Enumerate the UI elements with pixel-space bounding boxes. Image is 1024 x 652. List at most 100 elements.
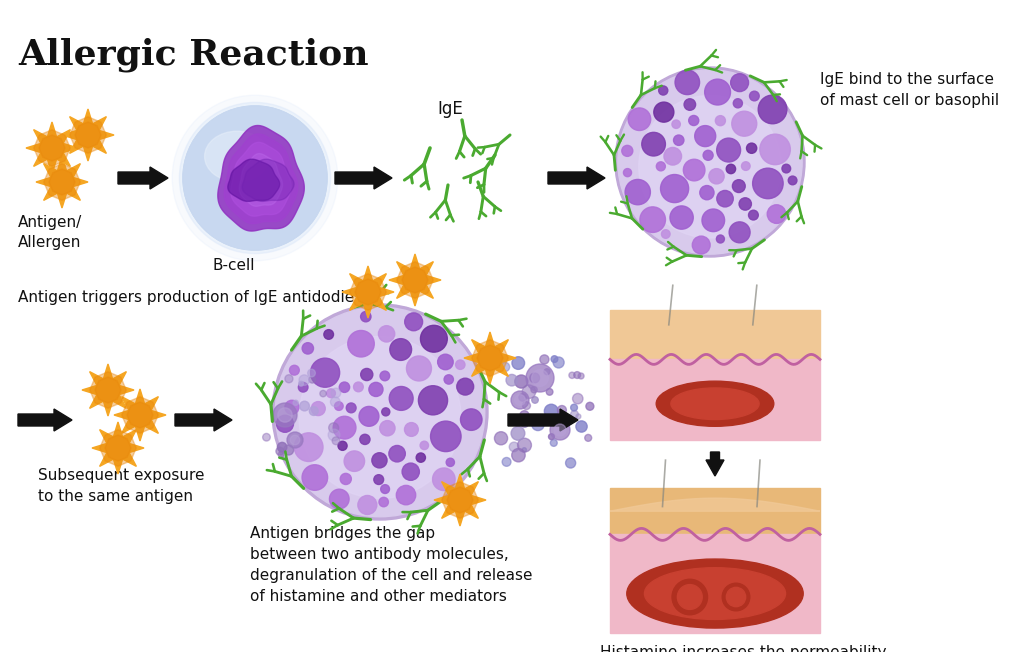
Ellipse shape	[656, 381, 774, 426]
Circle shape	[573, 372, 581, 378]
Circle shape	[625, 179, 650, 205]
Circle shape	[549, 434, 554, 439]
Circle shape	[299, 375, 309, 385]
Circle shape	[684, 98, 695, 110]
Circle shape	[338, 441, 347, 451]
Circle shape	[522, 448, 526, 452]
Polygon shape	[508, 409, 578, 431]
Circle shape	[382, 408, 390, 416]
Circle shape	[272, 304, 488, 520]
Circle shape	[732, 111, 757, 136]
Circle shape	[172, 95, 338, 261]
Circle shape	[278, 443, 287, 452]
Circle shape	[672, 579, 708, 615]
Circle shape	[430, 421, 461, 452]
Circle shape	[519, 394, 526, 401]
Circle shape	[309, 407, 318, 415]
Circle shape	[660, 175, 689, 203]
Circle shape	[531, 396, 539, 403]
Circle shape	[746, 143, 757, 153]
Circle shape	[511, 426, 525, 440]
Circle shape	[380, 371, 390, 381]
Circle shape	[670, 206, 693, 230]
Circle shape	[520, 411, 529, 420]
Circle shape	[640, 207, 666, 232]
Circle shape	[437, 354, 454, 370]
Circle shape	[299, 381, 303, 386]
Circle shape	[369, 382, 383, 396]
Text: Subsequent exposure
to the same antigen: Subsequent exposure to the same antigen	[38, 468, 205, 504]
Circle shape	[275, 447, 284, 455]
Circle shape	[717, 190, 733, 207]
Circle shape	[522, 385, 536, 398]
Circle shape	[702, 209, 725, 231]
Polygon shape	[122, 397, 158, 433]
Circle shape	[402, 463, 420, 481]
Circle shape	[302, 343, 313, 354]
Text: Antigen bridges the gap
between two antibody molecules,
degranulation of the cel: Antigen bridges the gap between two anti…	[250, 526, 532, 604]
Polygon shape	[350, 274, 386, 310]
Circle shape	[531, 370, 549, 387]
Circle shape	[570, 404, 578, 411]
Circle shape	[586, 402, 594, 410]
Polygon shape	[335, 167, 392, 189]
Circle shape	[653, 102, 674, 122]
Circle shape	[275, 307, 484, 517]
Circle shape	[553, 357, 564, 368]
Polygon shape	[34, 130, 71, 166]
Circle shape	[662, 230, 670, 239]
Circle shape	[575, 421, 587, 432]
Circle shape	[284, 445, 294, 455]
Circle shape	[302, 465, 328, 490]
Circle shape	[615, 67, 805, 257]
Polygon shape	[706, 452, 724, 476]
Polygon shape	[402, 267, 428, 293]
Circle shape	[309, 376, 315, 383]
Circle shape	[709, 169, 724, 184]
Circle shape	[750, 91, 759, 101]
Circle shape	[183, 106, 327, 250]
Polygon shape	[75, 122, 101, 148]
Circle shape	[717, 138, 740, 162]
Circle shape	[457, 378, 474, 395]
Circle shape	[348, 331, 375, 357]
Polygon shape	[441, 482, 478, 518]
Polygon shape	[95, 377, 121, 403]
Polygon shape	[90, 372, 126, 408]
Ellipse shape	[644, 568, 785, 619]
Circle shape	[420, 441, 428, 450]
Circle shape	[359, 406, 379, 426]
Polygon shape	[105, 435, 131, 461]
Ellipse shape	[627, 559, 803, 628]
Text: Histamine increases the permeability
and distension of blood capillaries: Histamine increases the permeability and…	[600, 645, 887, 652]
Polygon shape	[49, 169, 75, 195]
Circle shape	[749, 210, 759, 220]
Circle shape	[273, 403, 297, 427]
Circle shape	[642, 132, 666, 156]
Circle shape	[263, 434, 270, 441]
Circle shape	[731, 74, 749, 91]
Circle shape	[310, 358, 340, 387]
Circle shape	[501, 363, 510, 372]
Polygon shape	[243, 159, 294, 201]
Circle shape	[381, 484, 389, 494]
Circle shape	[396, 485, 416, 505]
Circle shape	[683, 159, 705, 181]
Polygon shape	[114, 389, 166, 441]
Circle shape	[515, 394, 525, 406]
Circle shape	[330, 489, 349, 509]
Text: Antigen/
Allergen: Antigen/ Allergen	[18, 215, 82, 250]
Polygon shape	[82, 364, 134, 416]
FancyBboxPatch shape	[610, 488, 820, 535]
Circle shape	[705, 79, 730, 105]
Circle shape	[329, 422, 339, 433]
Circle shape	[344, 451, 365, 471]
Circle shape	[357, 496, 377, 514]
Circle shape	[530, 387, 538, 393]
Circle shape	[340, 473, 351, 484]
Circle shape	[360, 368, 373, 381]
Circle shape	[545, 404, 558, 418]
Circle shape	[432, 468, 455, 490]
Circle shape	[372, 452, 387, 468]
Text: IgE: IgE	[437, 100, 463, 118]
